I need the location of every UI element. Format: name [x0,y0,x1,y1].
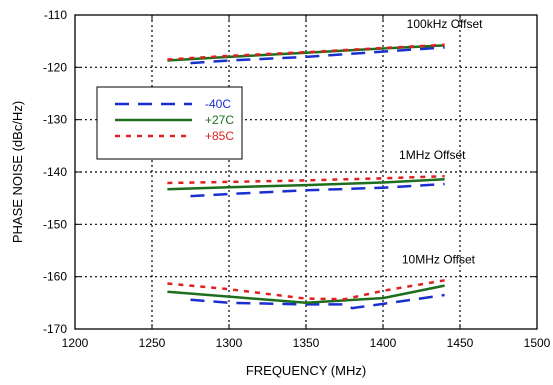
x-tick-label: 1500 [524,336,551,350]
legend-label: -40C [205,97,231,111]
legend: -40C +27C +85C [96,86,243,160]
x-tick-label: 1450 [447,336,474,350]
x-tick-label: 1300 [216,336,243,350]
y-axis-title: PHASE NOISE (dBc/Hz) [10,101,25,243]
x-axis-title: FREQUENCY (MHz) [246,363,366,378]
grid-lines [75,15,537,329]
x-tick-label: 1200 [62,336,89,350]
y-tick-label: -150 [43,217,67,231]
y-tick-label: -110 [44,8,67,22]
series-line [167,279,445,301]
offset-annotation: 1MHz Offset [399,148,466,162]
offset-annotations: 100kHz Offset 1MHz Offset 10MHz Offset [399,17,483,267]
series-line [190,46,445,65]
series-line [167,284,445,305]
y-tick-label: -160 [43,270,67,284]
offset-annotation: 10MHz Offset [402,253,476,267]
y-tick-label: -170 [43,322,67,336]
offset-annotation: 100kHz Offset [407,17,483,31]
legend-label: +85C [205,129,234,143]
data-series [167,43,445,310]
y-tick-label: -120 [43,60,67,74]
axis-ticks: 1200 1250 1300 1350 1400 1450 1500 -110 -120 -130… [43,8,551,350]
series-line [167,178,445,191]
x-tick-label: 1400 [370,336,397,350]
y-tick-label: -140 [43,165,67,179]
x-tick-label: 1250 [139,336,166,350]
legend-label: +27C [205,113,234,127]
legend-box [96,86,243,160]
series-line [190,293,445,310]
series-line [190,182,445,198]
series-line [167,44,445,62]
y-tick-label: -130 [43,113,67,127]
x-tick-label: 1350 [293,336,320,350]
